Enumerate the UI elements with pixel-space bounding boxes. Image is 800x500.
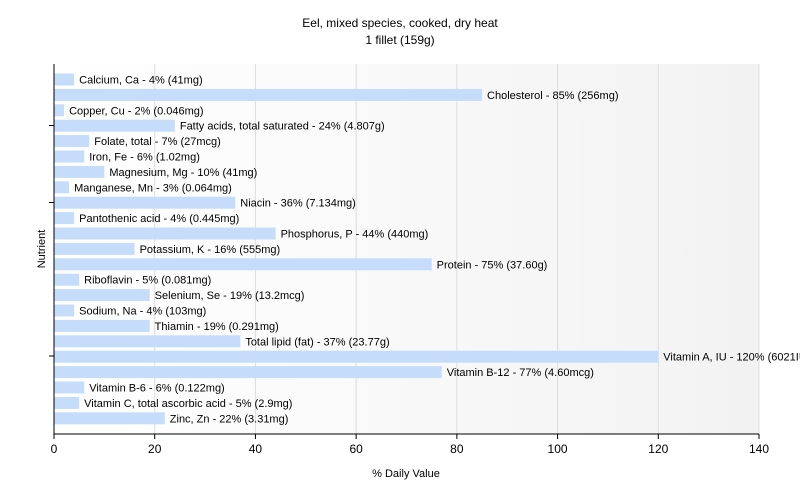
bar-label: Magnesium, Mg - 10% (41mg) xyxy=(109,167,257,179)
bar xyxy=(54,212,75,225)
bar-label: Sodium, Na - 4% (103mg) xyxy=(79,306,206,318)
bar-label: Fatty acids, total saturated - 24% (4.80… xyxy=(180,121,385,133)
bar-label: Riboflavin - 5% (0.081mg) xyxy=(84,275,211,287)
bar-label: Vitamin A, IU - 120% (6021IU) xyxy=(663,352,800,364)
bar-label: Protein - 75% (37.60g) xyxy=(437,259,548,271)
bar xyxy=(54,381,85,394)
bar xyxy=(54,104,65,117)
bar-label: Phosphorus, P - 44% (440mg) xyxy=(281,229,429,241)
bar xyxy=(54,196,236,209)
x-tick-label: 120 xyxy=(648,442,668,456)
x-tick-label: 60 xyxy=(349,442,363,456)
bar-label: Vitamin C, total ascorbic acid - 5% (2.9… xyxy=(84,398,292,410)
bar-label: Manganese, Mn - 3% (0.064mg) xyxy=(74,182,232,194)
bar xyxy=(54,242,135,255)
bar xyxy=(54,135,90,148)
bar xyxy=(54,227,276,240)
bar-label: Niacin - 36% (7.134mg) xyxy=(240,198,356,210)
bar-label: Selenium, Se - 19% (13.2mcg) xyxy=(155,290,305,302)
bar-label: Total lipid (fat) - 37% (23.77g) xyxy=(245,336,389,348)
bar xyxy=(54,181,70,194)
bar xyxy=(54,396,80,409)
x-tick-label: 0 xyxy=(51,442,58,456)
x-tick-label: 20 xyxy=(148,442,162,456)
bar xyxy=(54,319,150,332)
y-axis-label: Nutrient xyxy=(36,230,48,269)
bar-label: Iron, Fe - 6% (1.02mg) xyxy=(89,152,200,164)
x-axis-label: % Daily Value xyxy=(372,468,440,480)
bar-label: Thiamin - 19% (0.291mg) xyxy=(155,321,279,333)
bar xyxy=(54,350,659,363)
bar-label: Cholesterol - 85% (256mg) xyxy=(487,90,618,102)
bar-label: Folate, total - 7% (27mcg) xyxy=(94,136,221,148)
bar xyxy=(54,73,75,86)
bar-label: Potassium, K - 16% (555mg) xyxy=(140,244,281,256)
x-tick-label: 40 xyxy=(249,442,263,456)
bar xyxy=(54,366,442,379)
bar-label: Zinc, Zn - 22% (3.31mg) xyxy=(170,413,289,425)
x-tick-labels: 0 20 40 60 80 100 120 140 xyxy=(51,442,770,456)
bar xyxy=(54,258,432,271)
bars xyxy=(54,73,659,425)
bar xyxy=(54,304,75,317)
bar-label: Pantothenic acid - 4% (0.445mg) xyxy=(79,213,239,225)
x-tick-label: 100 xyxy=(548,442,568,456)
bar-label: Vitamin B-12 - 77% (4.60mcg) xyxy=(447,367,594,379)
bar xyxy=(54,335,241,348)
chart-title: Eel, mixed species, cooked, dry heat xyxy=(302,16,498,30)
bar xyxy=(54,289,150,302)
bar xyxy=(54,150,85,163)
bar xyxy=(54,412,165,425)
bar-label: Copper, Cu - 2% (0.046mg) xyxy=(69,105,204,117)
bar xyxy=(54,273,80,286)
bar-labels: Calcium, Ca - 4% (41mg) Cholesterol - 85%… xyxy=(69,75,800,426)
chart-subtitle: 1 fillet (159g) xyxy=(365,33,434,47)
bar-label: Vitamin B-6 - 6% (0.122mg) xyxy=(89,383,225,395)
bar xyxy=(54,165,105,178)
bar xyxy=(54,119,175,132)
bar-label: Calcium, Ca - 4% (41mg) xyxy=(79,75,202,87)
axes xyxy=(49,64,760,439)
x-tick-label: 80 xyxy=(450,442,464,456)
x-tick-label: 140 xyxy=(749,442,769,456)
bar xyxy=(54,88,483,101)
